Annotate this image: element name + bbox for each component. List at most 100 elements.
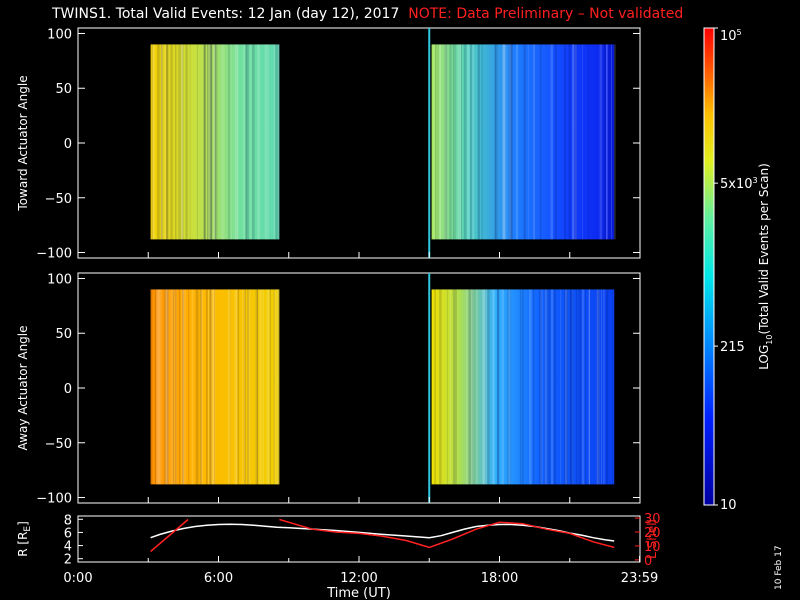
away-streak [161,289,163,485]
toward-streak [494,44,497,240]
away-streak [606,289,609,485]
toward-streak [599,44,603,240]
toward-streak [445,44,448,240]
y-tick-label: −100 [36,492,72,507]
away-streak [277,289,280,485]
toward-streak [209,44,213,240]
toward-streak [603,44,606,240]
toward-streak [601,44,603,240]
toward-streak [494,44,498,240]
y-tick-label: 50 [55,327,72,342]
away-streak [191,289,194,485]
toward-streak [606,44,608,240]
away-streak [209,289,211,485]
toward-streak [214,44,217,240]
orbit-right-axis-label: L Shell [645,519,659,559]
toward-streak [185,44,188,240]
toward-streak [511,44,514,240]
away-streak [229,289,231,485]
away-streak [439,289,442,485]
toward-streak [564,44,567,240]
away-streak [244,289,246,485]
toward-streak [208,44,210,240]
away-streak [182,289,185,485]
toward-streak [463,44,467,240]
toward-streak [189,44,191,240]
toward-streak [246,44,249,240]
toward-streak [166,44,168,240]
away-streak [519,289,522,485]
away-streak [259,289,261,485]
colorbar-tick-label: 5x103 [720,176,758,192]
away-streak [496,289,500,485]
away-streak [247,289,249,485]
away-streak [473,289,475,485]
away-streak [164,289,166,485]
away-streak [154,289,157,485]
toward-streak [471,44,475,240]
colorbar-gradient [703,27,715,506]
away-streak [165,289,168,485]
away-streak [521,289,524,485]
toward-streak [574,44,577,240]
toward-streak [157,44,160,240]
away-streak [566,289,568,485]
colorbar-tick-label: 105 [720,28,742,44]
away-streak [212,289,216,485]
y-tick-label: 50 [55,82,72,97]
toward-streak [568,44,571,240]
toward-streak [161,44,163,240]
away-streak [533,289,535,485]
away-streak [547,289,549,485]
away-y-axis-label: Away Actuator Angle [16,325,30,450]
away-streak [578,289,581,485]
toward-streak [509,44,512,240]
y-tick-label: 100 [47,27,72,42]
toward-streak [452,44,455,240]
away-data-block-1 [150,289,280,485]
toward-streak [433,44,435,240]
toward-streak [178,44,180,240]
toward-streak [161,44,162,240]
toward-streak [257,44,259,240]
toward-streak [481,44,483,240]
away-streak [434,289,436,485]
toward-streak [523,44,526,240]
toward-streak [204,44,206,240]
away-streak [171,289,174,485]
away-streak [179,289,181,485]
y-tick-label: −50 [45,437,72,452]
toward-streak [245,44,248,240]
toward-streak [250,44,252,240]
away-streak [481,289,485,485]
away-streak [565,289,568,485]
away-streak [181,289,184,485]
away-streak [262,289,264,485]
toward-streak [234,44,236,240]
y-left-tick-label: 6 [64,526,72,541]
chart-title: TWINS1. Total Valid Events: 12 Jan (day … [52,6,683,22]
toward-streak [251,44,255,240]
title-note: NOTE: Data Preliminary – Not validated [408,6,684,22]
x-tick-label: 12:00 [340,571,377,586]
toward-streak [153,44,156,240]
toward-streak [554,44,557,240]
toward-streak [174,44,177,240]
away-streak [188,289,190,485]
toward-streak [502,44,506,240]
away-streak [581,289,585,485]
away-streak [266,289,269,485]
toward-streak [180,44,183,240]
y-tick-label: −50 [45,192,72,207]
y-tick-label: 100 [47,272,72,287]
away-streak [256,289,259,485]
away-streak [501,289,504,485]
toward-streak [213,44,216,240]
x-tick-label: 23:59 [621,571,658,586]
away-streak [166,289,169,485]
toward-streak [468,44,470,240]
away-streak [465,289,468,485]
toward-streak [182,44,184,240]
away-streak [509,289,512,485]
